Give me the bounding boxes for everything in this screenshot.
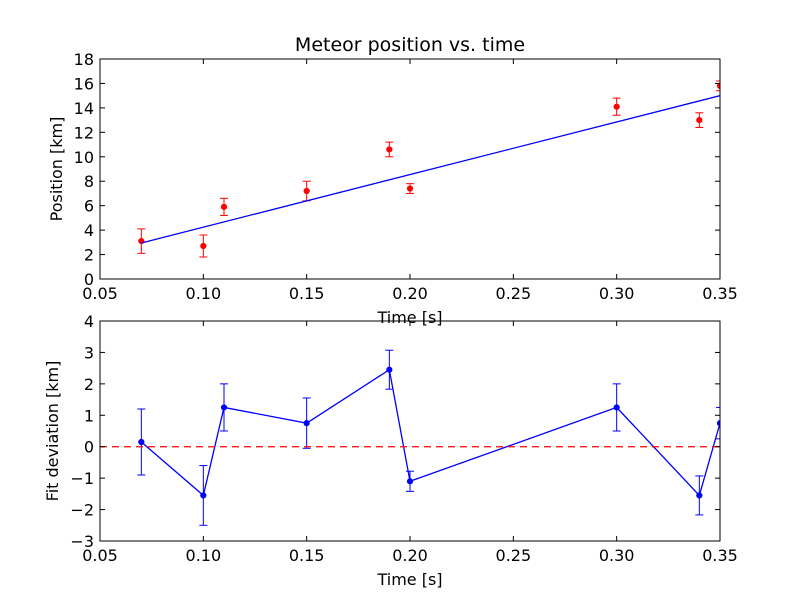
data-point bbox=[613, 404, 620, 411]
y-tick-label: −1 bbox=[70, 469, 94, 488]
x-tick-label: 0.30 bbox=[599, 546, 635, 565]
y-axis-title: Fit deviation [km] bbox=[43, 361, 62, 502]
x-tick-label: 0.25 bbox=[496, 546, 532, 565]
data-point bbox=[220, 203, 228, 210]
data-point bbox=[138, 438, 145, 446]
x-axis-title: Time [s] bbox=[376, 308, 442, 327]
x-tick-label: 0.35 bbox=[702, 546, 738, 565]
deviation-plot: 0.05 0.10 0.15 0.20 0.25 0.30 0.35 −3 −2 −1 0 1 2 3 4 T… bbox=[43, 312, 738, 589]
y-tick-label: 16 bbox=[74, 74, 94, 93]
error-bar bbox=[716, 406, 720, 440]
position-plot: 0.05 0.10 0.15 0.20 0.25 0.30 0.35 0 2 4 6 8 10 12 14 1… bbox=[47, 34, 738, 327]
y-tick-label: 8 bbox=[84, 172, 94, 191]
y-tick-label: 4 bbox=[84, 221, 94, 240]
y-tick-label: −2 bbox=[70, 501, 94, 520]
data-point bbox=[386, 366, 393, 373]
data-point bbox=[386, 146, 393, 153]
data-point bbox=[200, 492, 207, 499]
x-axis-title: Time [s] bbox=[376, 570, 442, 589]
x-tick-label: 0.05 bbox=[82, 284, 118, 303]
x-tick-label: 0.30 bbox=[599, 284, 635, 303]
data-point bbox=[696, 492, 703, 499]
y-tick-label: 2 bbox=[84, 375, 94, 394]
y-tick-label: 2 bbox=[84, 246, 94, 265]
x-tick-label: 0.25 bbox=[496, 284, 532, 303]
x-tick-label: 0.35 bbox=[702, 284, 738, 303]
x-tick-label: 0.20 bbox=[392, 284, 428, 303]
y-tick-label: 6 bbox=[84, 197, 94, 216]
y-tick-label: 0 bbox=[84, 438, 94, 457]
y-tick-label: 4 bbox=[84, 312, 94, 331]
chart-title: Meteor position vs. time bbox=[295, 34, 525, 56]
linear-fit-line bbox=[141, 95, 720, 244]
data-layer bbox=[100, 349, 720, 526]
y-tick-label: 1 bbox=[84, 406, 94, 425]
data-point bbox=[220, 404, 228, 411]
error-bar bbox=[716, 80, 720, 92]
x-tick-label: 0.20 bbox=[392, 546, 428, 565]
y-axis-title: Position [km] bbox=[47, 117, 66, 222]
data-point bbox=[613, 103, 620, 110]
data-point bbox=[696, 117, 703, 124]
data-point bbox=[716, 82, 720, 89]
data-layer bbox=[137, 80, 720, 258]
y-tick-label: 18 bbox=[74, 50, 94, 69]
y-tick-label: 3 bbox=[84, 343, 94, 362]
data-point bbox=[716, 420, 720, 427]
y-tick-label: −3 bbox=[70, 532, 94, 551]
x-tick-label: 0.15 bbox=[289, 284, 325, 303]
data-point bbox=[406, 185, 414, 192]
x-tick-label: 0.10 bbox=[186, 284, 222, 303]
y-tick-label: 14 bbox=[74, 99, 94, 118]
y-tick-label: 10 bbox=[74, 148, 94, 167]
data-point bbox=[303, 420, 310, 427]
data-point bbox=[303, 187, 310, 195]
data-point bbox=[200, 242, 207, 250]
x-tick-label: 0.05 bbox=[82, 546, 118, 565]
y-tick-label: 12 bbox=[74, 123, 94, 142]
y-tick-label: 0 bbox=[84, 270, 94, 289]
x-tick-label: 0.10 bbox=[186, 546, 222, 565]
data-point bbox=[406, 478, 414, 485]
x-tick-label: 0.15 bbox=[289, 546, 325, 565]
